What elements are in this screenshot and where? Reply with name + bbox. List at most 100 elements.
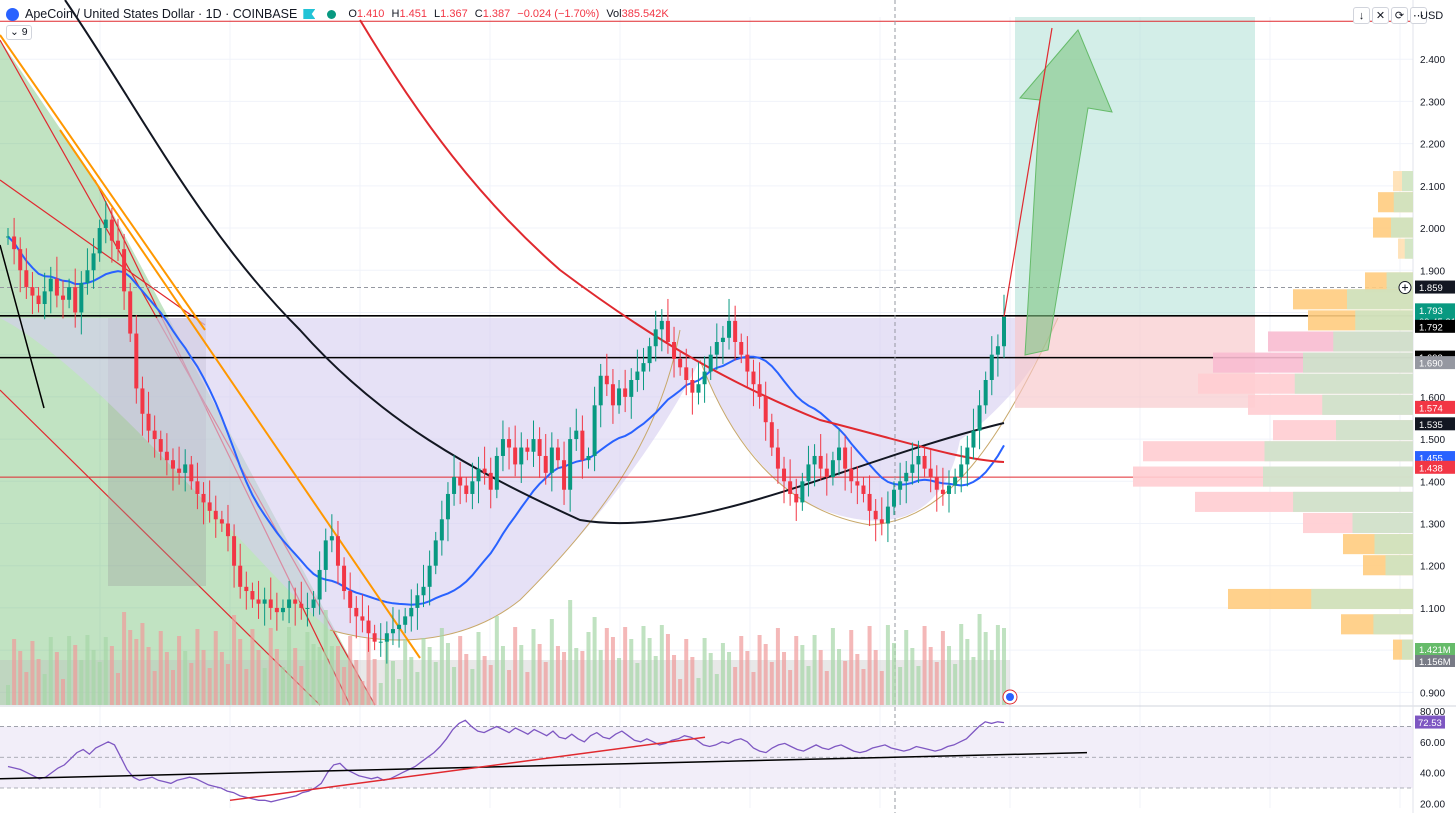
indicator-toggle[interactable]: ⌄ 9: [6, 25, 32, 40]
candle-body: [311, 599, 316, 608]
volume-value: 385.542K: [621, 8, 669, 20]
volume-bar: [433, 662, 438, 705]
candle-body: [586, 455, 591, 461]
price-tick-label: 2.300: [1420, 97, 1445, 108]
volume-bar: [855, 654, 860, 705]
candle-body: [775, 447, 780, 469]
collapse-icon[interactable]: ✕: [1372, 7, 1389, 24]
volume-bar: [280, 667, 285, 705]
rsi-tick-label: 40.00: [1420, 769, 1445, 780]
volume-bar: [745, 651, 750, 705]
volume-profile-up-bar: [1393, 192, 1413, 213]
cup-handle-shape: [0, 318, 1058, 640]
settings-icon[interactable]: ⟳: [1391, 7, 1408, 24]
chart-header: ApeCoin / United States Dollar · 1D · CO…: [0, 0, 1350, 40]
market-status-icon[interactable]: [327, 9, 337, 19]
candle-body: [947, 485, 952, 494]
candle-body: [610, 384, 615, 406]
candle-body: [134, 333, 139, 389]
candle-body: [598, 375, 603, 406]
candle-body: [507, 439, 512, 448]
volume-bar: [390, 661, 395, 705]
candle-body: [18, 249, 23, 271]
candle-body: [727, 320, 732, 338]
volume-bar: [97, 662, 102, 705]
volume-bar: [305, 632, 310, 705]
candle-body: [977, 405, 982, 431]
candle-body: [531, 439, 536, 452]
candle-body: [470, 481, 475, 494]
price-tick-label: 2.400: [1420, 55, 1445, 66]
volume-bar: [439, 628, 444, 705]
projection-arrow: [1018, 29, 1113, 356]
candle-body: [464, 485, 469, 494]
price-label-box: [1415, 460, 1455, 474]
volume-bar: [183, 651, 188, 705]
candle-body: [482, 468, 487, 473]
volume-bar: [146, 647, 151, 705]
candle-body: [708, 354, 713, 372]
candle-body: [788, 481, 793, 494]
more-icon[interactable]: ⋯: [1410, 7, 1427, 24]
candle-body: [916, 455, 921, 465]
price-label: 1.438: [1419, 463, 1443, 474]
candle-body: [861, 485, 866, 494]
candle-body: [892, 489, 897, 507]
candle-body: [843, 447, 848, 469]
candle-body: [928, 468, 933, 478]
candle-body: [225, 523, 230, 537]
volume-profile-up-bar: [1293, 491, 1413, 512]
candle-body: [745, 354, 750, 372]
volume-bar: [329, 646, 334, 705]
volume-profile-up-bar: [1385, 555, 1413, 576]
volume-bar: [714, 674, 719, 705]
candle-body: [659, 320, 664, 330]
price-label: 1.690: [1419, 359, 1443, 370]
volume-bar: [48, 637, 53, 705]
price-tick-label: 1.500: [1420, 435, 1445, 446]
volume-bar: [568, 600, 573, 705]
candle-body: [256, 599, 261, 604]
volume-bar: [262, 668, 267, 705]
currency-label[interactable]: USD: [1420, 10, 1444, 22]
volume-bar: [757, 635, 762, 705]
volume-bar: [170, 670, 175, 705]
volume-bar: [824, 671, 829, 705]
volume-bar: [733, 667, 738, 705]
volume-bar: [696, 678, 701, 705]
candle-body: [940, 489, 945, 494]
candle-body: [574, 430, 579, 440]
candle-body: [959, 464, 964, 478]
candle-body: [103, 219, 108, 229]
volume-bar: [250, 629, 255, 705]
rsi-pane: [0, 719, 1413, 803]
volume-bar: [115, 673, 120, 705]
candle-body: [647, 346, 652, 364]
volume-bar: [427, 647, 432, 705]
price-label-box: [1415, 303, 1455, 317]
volume-bar: [507, 670, 512, 705]
channel-lower-line: [0, 389, 321, 706]
volume-bars: [0, 600, 1010, 705]
candle-body: [1002, 316, 1006, 347]
rsi-current-label: 72.53: [1418, 718, 1442, 729]
volume-bar: [977, 614, 982, 705]
volume-bar: [775, 628, 780, 705]
volume-bar: [134, 639, 139, 705]
flag-icon[interactable]: [303, 9, 316, 19]
volume-bar: [268, 628, 273, 705]
volume-bar: [537, 644, 542, 705]
volume-bar: [458, 636, 463, 705]
candle-body: [342, 565, 347, 592]
symbol-title[interactable]: ApeCoin / United States Dollar · 1D · CO…: [25, 7, 298, 21]
arrow-down-icon[interactable]: ↓: [1353, 7, 1370, 24]
volume-profile: [1133, 171, 1413, 660]
volume-bar: [397, 679, 402, 705]
candle-body: [782, 468, 787, 482]
candle-body: [115, 240, 120, 250]
volume-bar: [843, 661, 848, 705]
volume-bar: [452, 667, 457, 705]
volume-bar: [488, 665, 493, 705]
price-label: 1.574: [1419, 403, 1443, 414]
